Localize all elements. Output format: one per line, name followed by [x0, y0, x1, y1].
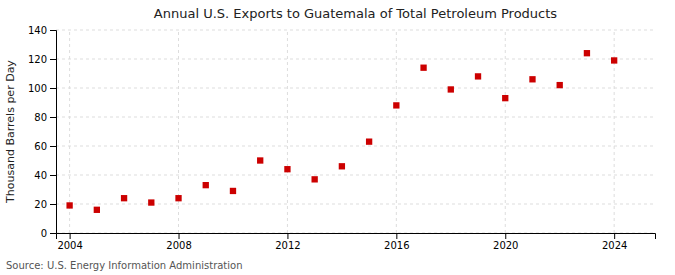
y-tick-label: 140: [28, 25, 47, 36]
point: [448, 86, 454, 92]
x-tick-label: 2012: [275, 240, 300, 251]
x-tick-label: 2016: [384, 240, 409, 251]
x-tick-mark: [287, 233, 288, 239]
y-tick-mark: [50, 117, 56, 118]
title: Annual U.S. Exports to Guatemala of Tota…: [154, 6, 557, 21]
grid-line-x: [396, 30, 397, 233]
point: [148, 199, 154, 205]
point: [366, 138, 372, 144]
grid-line-y: [56, 30, 655, 31]
chart-container: 2004 2008 2012 2016 2020 2024 0 20 40 60 80 100 120 1…: [0, 0, 675, 275]
x-tick-mark: [505, 233, 506, 239]
y-tick-label: 0: [41, 228, 47, 239]
y-tick-mark: [50, 204, 56, 205]
point: [230, 188, 236, 194]
point: [284, 166, 290, 172]
grid-line-x: [287, 30, 288, 233]
y-tick: 0: [41, 228, 56, 239]
x-tick: 2012: [275, 233, 300, 251]
y-tick: 120: [28, 54, 56, 65]
y-tick: 60: [34, 141, 56, 152]
point: [94, 207, 100, 213]
point: [393, 102, 399, 108]
y-axis-title: Thousand Barrels per Day: [4, 60, 17, 204]
x-tick: 2020: [493, 233, 518, 251]
x-tick-label: 2024: [602, 240, 627, 251]
point: [584, 50, 590, 56]
grid-line-y: [56, 88, 655, 89]
y-tick: 80: [34, 112, 56, 123]
y-tick-mark: [50, 146, 56, 147]
x-tick-mark: [396, 233, 397, 239]
point: [339, 163, 345, 169]
x-tick-mark: [70, 233, 71, 239]
y-axis-line: [50, 31, 57, 234]
y-tick-label: 80: [34, 112, 47, 123]
y-tick-mark: [50, 59, 56, 60]
x-axis-line: [57, 234, 656, 240]
grid-line-y: [56, 59, 655, 60]
y-tick-mark: [50, 88, 56, 89]
x-tick-mark: [179, 233, 180, 239]
point: [502, 95, 508, 101]
grid-line-y: [56, 146, 655, 147]
y-axis: 0 20 40 60 80 100 120 140: [28, 25, 57, 239]
y-tick-mark: [50, 233, 56, 234]
y-tick-label: 100: [28, 83, 47, 94]
y-tick-label: 20: [34, 199, 47, 210]
point: [257, 157, 263, 163]
point: [529, 76, 535, 82]
point: [420, 65, 426, 71]
grid: [56, 30, 655, 233]
grid-line-y: [56, 117, 655, 118]
point: [557, 82, 563, 88]
y-tick-mark: [50, 30, 56, 31]
plot-area: [66, 50, 617, 213]
x-axis: 2004 2008 2012 2016 2020 2024: [57, 233, 656, 251]
x-tick: 2004: [57, 233, 82, 251]
point: [66, 202, 72, 208]
y-tick-mark: [50, 175, 56, 176]
x-tick-label: 2008: [166, 240, 191, 251]
y-tick: 100: [28, 83, 56, 94]
x-tick-label: 2020: [493, 240, 518, 251]
x-tick-label: 2004: [57, 240, 82, 251]
y-tick-label: 120: [28, 54, 47, 65]
point: [175, 195, 181, 201]
point: [121, 195, 127, 201]
annotation: Source: U.S. Energy Information Administ…: [6, 260, 243, 271]
point: [203, 182, 209, 188]
chart-svg: 2004 2008 2012 2016 2020 2024 0 20 40 60 80 100 120 1…: [0, 0, 675, 275]
y-tick-label: 40: [34, 170, 47, 181]
y-tick-label: 60: [34, 141, 47, 152]
grid-line-y: [56, 175, 655, 176]
x-tick: 2016: [384, 233, 409, 251]
y-tick: 40: [34, 170, 56, 181]
point: [611, 57, 617, 63]
y-tick: 20: [34, 199, 56, 210]
y-tick: 140: [28, 25, 56, 36]
point: [311, 176, 317, 182]
point: [475, 73, 481, 79]
x-tick: 2008: [166, 233, 191, 251]
grid-line-y: [56, 204, 655, 205]
grid-line-x: [178, 30, 179, 233]
grid-line-x: [505, 30, 506, 233]
x-tick-mark: [614, 233, 615, 239]
x-tick: 2024: [602, 233, 627, 251]
